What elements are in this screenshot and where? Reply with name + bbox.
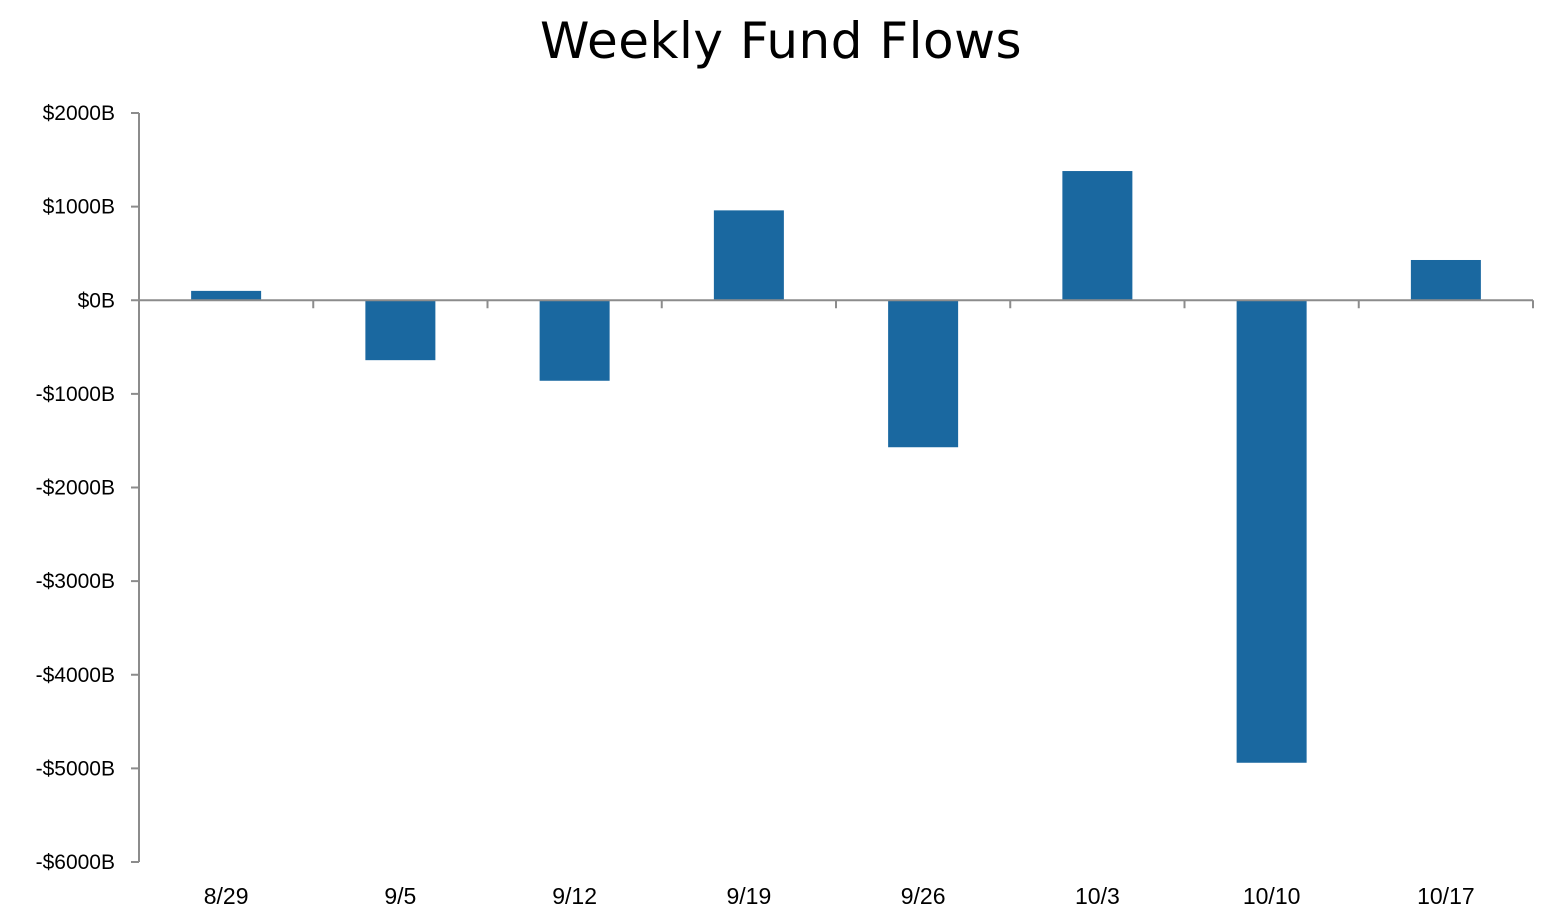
x-category-label: 10/10 xyxy=(1243,883,1301,909)
y-tick-label: $0B xyxy=(78,289,115,312)
bar-10/10 xyxy=(1236,300,1307,763)
bar-10/17 xyxy=(1410,259,1481,301)
y-tick-label: -$2000B xyxy=(36,477,115,500)
y-tick-label: -$3000B xyxy=(36,570,115,593)
y-tick-label: $1000B xyxy=(43,196,115,219)
bar-9/5 xyxy=(365,300,436,361)
chart-title: Weekly Fund Flows xyxy=(539,12,1023,70)
axes-layer xyxy=(131,112,1534,863)
y-tick-label: $2000B xyxy=(43,102,115,125)
x-category-label: 9/5 xyxy=(384,883,416,909)
y-tick-label: -$4000B xyxy=(36,664,115,687)
x-category-label: 9/19 xyxy=(726,883,771,909)
bar-10/3 xyxy=(1062,171,1133,301)
y-tick-label: -$1000B xyxy=(36,383,115,406)
x-category-label: 9/12 xyxy=(552,883,597,909)
x-category-label: 8/29 xyxy=(204,883,249,909)
bar-9/26 xyxy=(888,300,959,448)
bar-9/12 xyxy=(539,300,610,381)
bar-9/19 xyxy=(713,210,784,301)
y-tick-label: -$6000B xyxy=(36,851,115,874)
bars-layer xyxy=(191,171,1481,763)
x-category-label: 10/3 xyxy=(1075,883,1120,909)
bar-8/29 xyxy=(191,290,262,301)
y-tick-label: -$5000B xyxy=(36,757,115,780)
x-category-label: 9/26 xyxy=(901,883,946,909)
labels-layer: $2000B $1000B $0B -$1000B -$2000B -$3000B -$40… xyxy=(36,102,1475,909)
x-category-label: 10/17 xyxy=(1417,883,1475,909)
